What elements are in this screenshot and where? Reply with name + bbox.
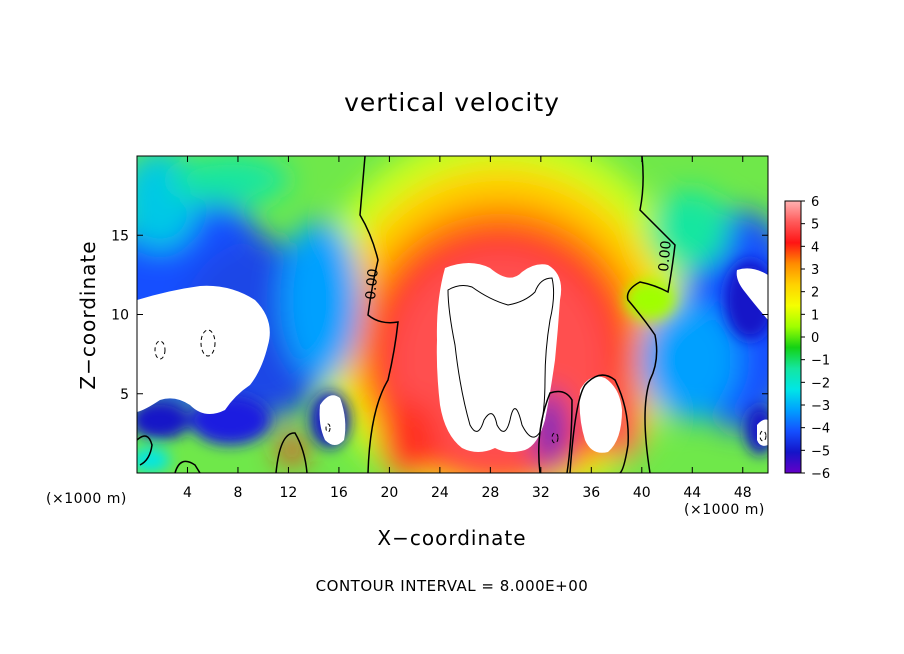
colorbar-label: 6 <box>811 195 819 210</box>
colorbar-label: 1 <box>811 308 819 323</box>
y-axis-ticks: 5 10 15 <box>111 228 768 403</box>
y-tick-label: 5 <box>120 387 129 403</box>
colorbar-label: −5 <box>811 444 830 459</box>
colorbar-bar <box>785 201 801 473</box>
colorbar-label: −2 <box>811 376 830 391</box>
contour-interval-note: CONTOUR INTERVAL = 8.000E+00 <box>315 577 589 595</box>
colorbar-label: −4 <box>811 422 830 437</box>
x-tick-label: 12 <box>280 485 298 501</box>
y-tick-label: 15 <box>111 228 129 244</box>
colorbar: 6 5 4 3 2 1 0 −1 −2 −3 −4 −5 −6 <box>784 195 830 482</box>
x-tick-label: 32 <box>532 485 550 501</box>
negative-contours <box>154 329 767 444</box>
colorbar-label: −3 <box>811 399 830 414</box>
colorbar-label: 0 <box>811 331 819 346</box>
x-tick-label: 24 <box>431 485 449 501</box>
y-tick-label: 10 <box>111 308 129 324</box>
saturated-regions <box>137 263 768 453</box>
x-tick-label: 44 <box>683 485 701 501</box>
x-tick-label: 36 <box>582 485 600 501</box>
x-unit-left: (×1000 m) <box>46 491 127 507</box>
x-tick-label: 40 <box>633 485 651 501</box>
colorbar-label: 5 <box>811 218 819 233</box>
x-tick-label: 28 <box>481 485 499 501</box>
x-axis-ticks: 4 8 12 16 20 24 28 32 36 40 44 48 <box>183 156 752 501</box>
colorbar-labels: 6 5 4 3 2 1 0 −1 −2 −3 −4 −5 −6 <box>801 195 830 482</box>
colorbar-label: −6 <box>811 467 830 482</box>
contour-label-right: 0.00 <box>656 240 675 272</box>
contour-label-left: 0.00 <box>363 268 382 300</box>
velocity-field: 0.00 0.00 <box>137 156 768 473</box>
x-tick-label: 48 <box>734 485 752 501</box>
x-tick-label: 20 <box>380 485 398 501</box>
x-tick-label: 8 <box>233 485 242 501</box>
colorbar-label: 4 <box>811 240 819 255</box>
x-tick-label: 4 <box>183 485 192 501</box>
x-unit-right: (×1000 m) <box>684 502 765 518</box>
x-tick-label: 16 <box>330 485 348 501</box>
colorbar-label: −1 <box>811 354 830 369</box>
chart-title: vertical velocity <box>344 88 560 117</box>
x-axis-label: X−coordinate <box>377 526 527 550</box>
colorbar-label: 2 <box>811 286 819 301</box>
contour-lines <box>137 156 676 473</box>
colorbar-label: 3 <box>811 263 819 278</box>
